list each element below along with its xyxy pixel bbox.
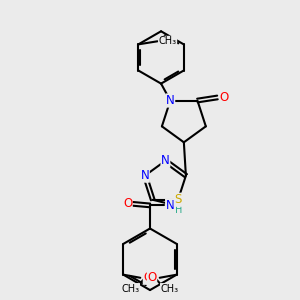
Text: N: N	[140, 169, 149, 182]
Text: H: H	[175, 205, 182, 215]
Text: CH₃: CH₃	[159, 36, 177, 46]
Text: O: O	[123, 197, 132, 210]
Text: N: N	[166, 94, 175, 107]
Text: N: N	[166, 199, 174, 212]
Text: N: N	[161, 154, 170, 167]
Text: S: S	[174, 193, 182, 206]
Text: O: O	[220, 91, 229, 104]
Text: O: O	[147, 271, 157, 284]
Text: O: O	[143, 271, 153, 284]
Text: CH₃: CH₃	[160, 284, 178, 293]
Text: CH₃: CH₃	[122, 284, 140, 293]
